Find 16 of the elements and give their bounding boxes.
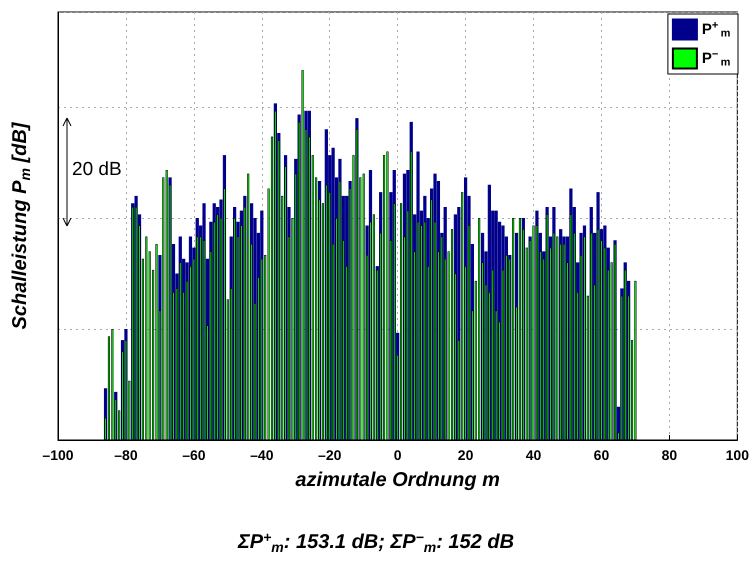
y-axis-title: Schalleistung Pm [dB] [9,121,33,330]
annotation: 20 dB [72,159,122,180]
x-tick-label: 100 [726,447,750,463]
x-tick-label: 0 [394,447,402,463]
legend-label: P−m [702,48,731,68]
x-tick-label: –60 [182,447,206,463]
x-tick-label: –20 [318,447,342,463]
x-tick-label: –40 [250,447,274,463]
x-tick-label: –100 [42,447,74,463]
x-tick-label: –80 [114,447,138,463]
x-tick-label: 60 [594,447,610,463]
x-tick-label: 20 [458,447,474,463]
x-tick-label: 80 [662,447,678,463]
x-tick-label: 40 [526,447,542,463]
x-axis-title: azimutale Ordnung m [295,469,500,491]
legend-label: P+m [702,20,731,40]
